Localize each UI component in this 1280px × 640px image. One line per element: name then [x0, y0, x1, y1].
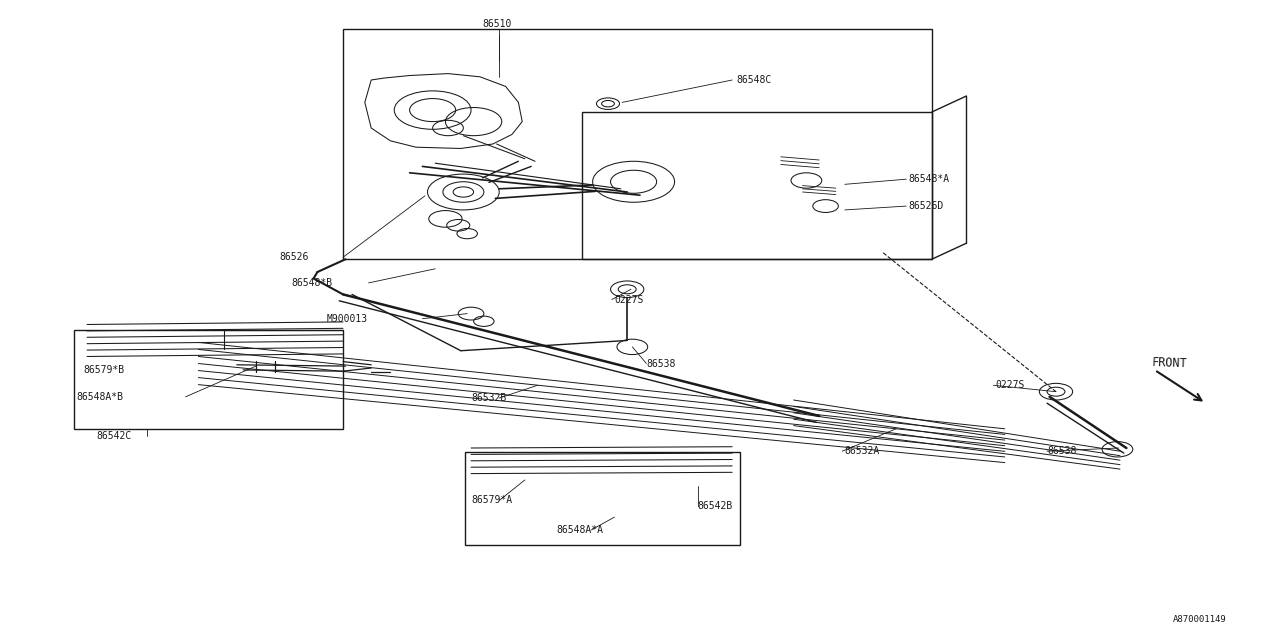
Text: 86548C: 86548C	[736, 75, 772, 85]
Text: M900013: M900013	[326, 314, 367, 324]
Text: 86579*A: 86579*A	[471, 495, 512, 506]
Text: 86532A: 86532A	[845, 446, 881, 456]
Text: A870001149: A870001149	[1172, 615, 1226, 624]
Text: 86542B: 86542B	[698, 500, 733, 511]
Text: 86548A*B: 86548A*B	[77, 392, 124, 402]
Text: 86548*A: 86548*A	[909, 174, 950, 184]
Text: 0227S: 0227S	[996, 380, 1025, 390]
Text: 86526: 86526	[279, 252, 308, 262]
Text: 86526D: 86526D	[909, 201, 945, 211]
Text: 86538: 86538	[646, 358, 676, 369]
Text: 86548*B: 86548*B	[292, 278, 333, 288]
Text: 86542C: 86542C	[96, 431, 132, 442]
Bar	[74, 330, 343, 429]
Text: 0227S: 0227S	[614, 294, 644, 305]
Text: 86538: 86538	[1047, 446, 1076, 456]
Bar	[343, 29, 932, 259]
Text: 86532B: 86532B	[471, 393, 507, 403]
Bar	[582, 112, 932, 259]
Text: FRONT: FRONT	[1152, 356, 1188, 371]
Text: 86548A*A: 86548A*A	[557, 525, 604, 535]
Text: 86579*B: 86579*B	[83, 365, 124, 375]
Text: 86510: 86510	[483, 19, 511, 29]
Bar	[465, 452, 740, 545]
